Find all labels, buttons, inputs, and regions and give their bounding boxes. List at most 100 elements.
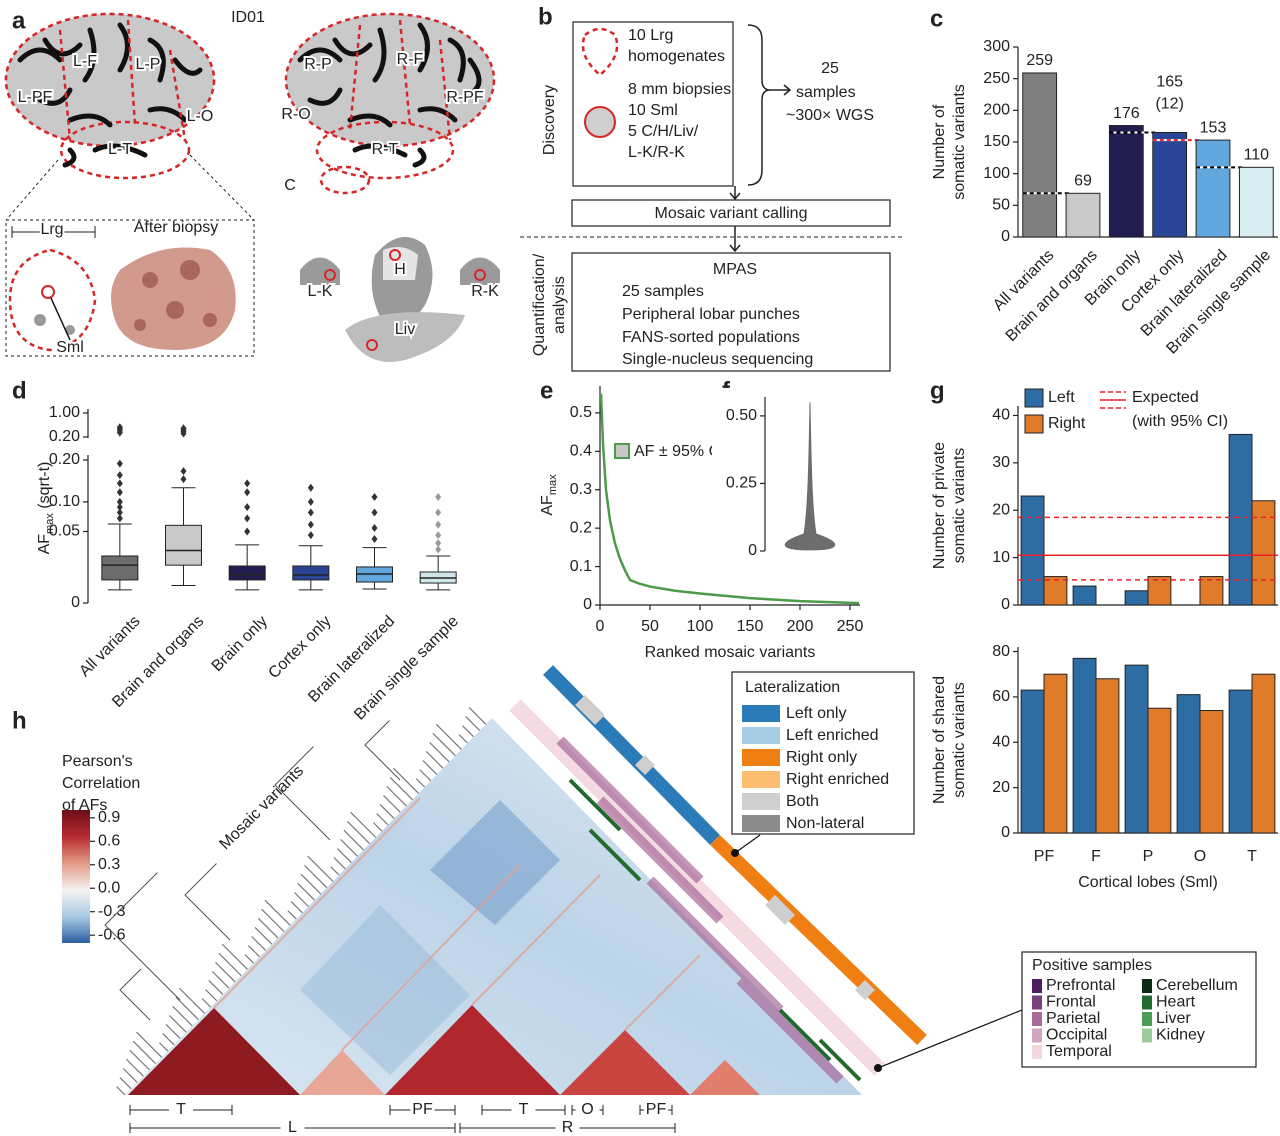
outlier	[307, 497, 314, 506]
y-tick-label: 1.00	[49, 404, 80, 421]
stage-label: Discovery	[541, 85, 558, 155]
dendrogram-branch	[184, 863, 231, 941]
flow-text: 25	[821, 60, 839, 77]
data-label: 176	[1113, 105, 1140, 122]
region-label: L-F	[73, 53, 97, 70]
legend-label: Frontal	[1046, 994, 1096, 1011]
region-label: L-O	[187, 108, 214, 125]
data-label: 153	[1200, 119, 1227, 136]
bar	[1095, 678, 1120, 834]
line	[599, 393, 860, 605]
flow-text: L-K/R-K	[628, 144, 685, 161]
sample-label: Lrg	[40, 221, 63, 238]
bar	[1020, 495, 1045, 606]
bracket-label: PF	[412, 1101, 433, 1118]
y-tick-label: 0	[1001, 596, 1010, 613]
subject-id: ID01	[231, 9, 265, 26]
legend-label: Temporal	[1046, 1043, 1112, 1060]
region-label: C	[284, 177, 296, 194]
dendrogram-leaf	[386, 785, 407, 807]
dendrogram-leaf	[300, 873, 322, 895]
x-tick-label: Brain only	[209, 613, 271, 675]
x-tick-label: All variants	[76, 613, 143, 680]
outlier	[435, 520, 442, 529]
dendrogram-leaf	[122, 1068, 138, 1083]
bracket-bg	[575, 1102, 600, 1118]
region-label: L-T	[108, 141, 132, 158]
region-label: R-F	[397, 51, 424, 68]
dendrogram-leaf	[251, 936, 267, 951]
bracket-bg	[280, 1120, 305, 1136]
flow-text: 10 Sml	[628, 102, 678, 119]
legend-label: Right	[1048, 415, 1086, 432]
bar	[1022, 72, 1058, 238]
flow-text: 5 C/H/Liv/	[628, 123, 699, 140]
bracket-bg	[511, 1102, 536, 1118]
x-axis-label: Cortical lobes (Sml)	[1078, 874, 1218, 891]
legend-label: Left only	[786, 705, 846, 722]
y-tick-label: 0.25	[726, 475, 757, 492]
outlier	[435, 545, 442, 554]
region-label: R-T	[372, 141, 399, 158]
dendrogram-branch	[104, 872, 181, 1001]
box	[165, 524, 202, 566]
legend-swatch	[742, 705, 780, 722]
dendrogram-leaf	[350, 811, 377, 838]
region-label: R-P	[304, 56, 332, 73]
outlier	[116, 423, 123, 432]
legend-label: Prefrontal	[1046, 977, 1115, 994]
legend-label: Expected	[1132, 389, 1199, 406]
dendrogram-leaf	[119, 1077, 132, 1090]
dendrogram-leaf	[215, 961, 236, 983]
x-tick-label: 50	[641, 618, 659, 635]
flow-text: ~300× WGS	[786, 107, 874, 124]
x-tick-label: Brain single sample	[351, 613, 462, 724]
bar	[1124, 664, 1149, 834]
stage-label: analysis	[551, 276, 568, 334]
dendrogram-branch	[364, 720, 401, 781]
dendrogram-leaf	[373, 822, 383, 832]
bracket-label: T	[176, 1101, 186, 1118]
dendrogram-leaf	[389, 776, 413, 801]
legend-swatch	[1032, 995, 1042, 1010]
colorbar-title: Correlation	[62, 775, 140, 792]
panel-letter: a	[12, 7, 26, 34]
y-axis-label: AFmax (sqrt-t)	[36, 462, 56, 555]
bracket-bg	[555, 1120, 580, 1136]
colorbar-title: Pearson's	[62, 753, 133, 770]
colorbar	[62, 810, 90, 943]
dendrogram-leaf	[290, 901, 303, 914]
x-tick-label: O	[1194, 848, 1206, 865]
y-tick-label: 0	[1001, 228, 1010, 245]
dendrogram-leaf	[343, 829, 364, 851]
bar	[1020, 689, 1045, 834]
y-tick-label: 0	[71, 594, 80, 611]
legend-swatch	[742, 727, 780, 744]
legend-label: Right only	[786, 749, 857, 766]
y-tick-label: 0.05	[49, 523, 80, 540]
y-tick-label: 80	[992, 643, 1010, 660]
legend-label: Parietal	[1046, 1010, 1100, 1027]
photo-label: After biopsy	[134, 219, 218, 236]
organ-label: Liv	[395, 321, 415, 338]
region-label: L-P	[136, 56, 161, 73]
bar	[1195, 139, 1231, 238]
dendrogram-leaf	[468, 707, 487, 725]
legend-label: Right enriched	[786, 771, 889, 788]
outlier	[371, 492, 378, 501]
sample-label: Sml	[56, 339, 84, 356]
legend-title: Positive samples	[1032, 957, 1152, 974]
organ-label: R-K	[471, 283, 499, 300]
outlier	[244, 488, 251, 497]
legend-label: Liver	[1156, 1010, 1191, 1027]
y-tick-label: 0.3	[98, 856, 120, 873]
dendrogram-branch	[119, 968, 151, 1021]
outlier	[180, 467, 187, 476]
flow-text: homogenates	[628, 48, 725, 65]
data-label: 110	[1244, 147, 1270, 164]
y-tick-label: 0.9	[98, 809, 120, 826]
panel-letter: e	[540, 377, 553, 404]
dendrogram-leaf	[175, 996, 199, 1021]
y-tick-label: 0.4	[570, 443, 592, 460]
legend-swatch	[1032, 1012, 1042, 1026]
